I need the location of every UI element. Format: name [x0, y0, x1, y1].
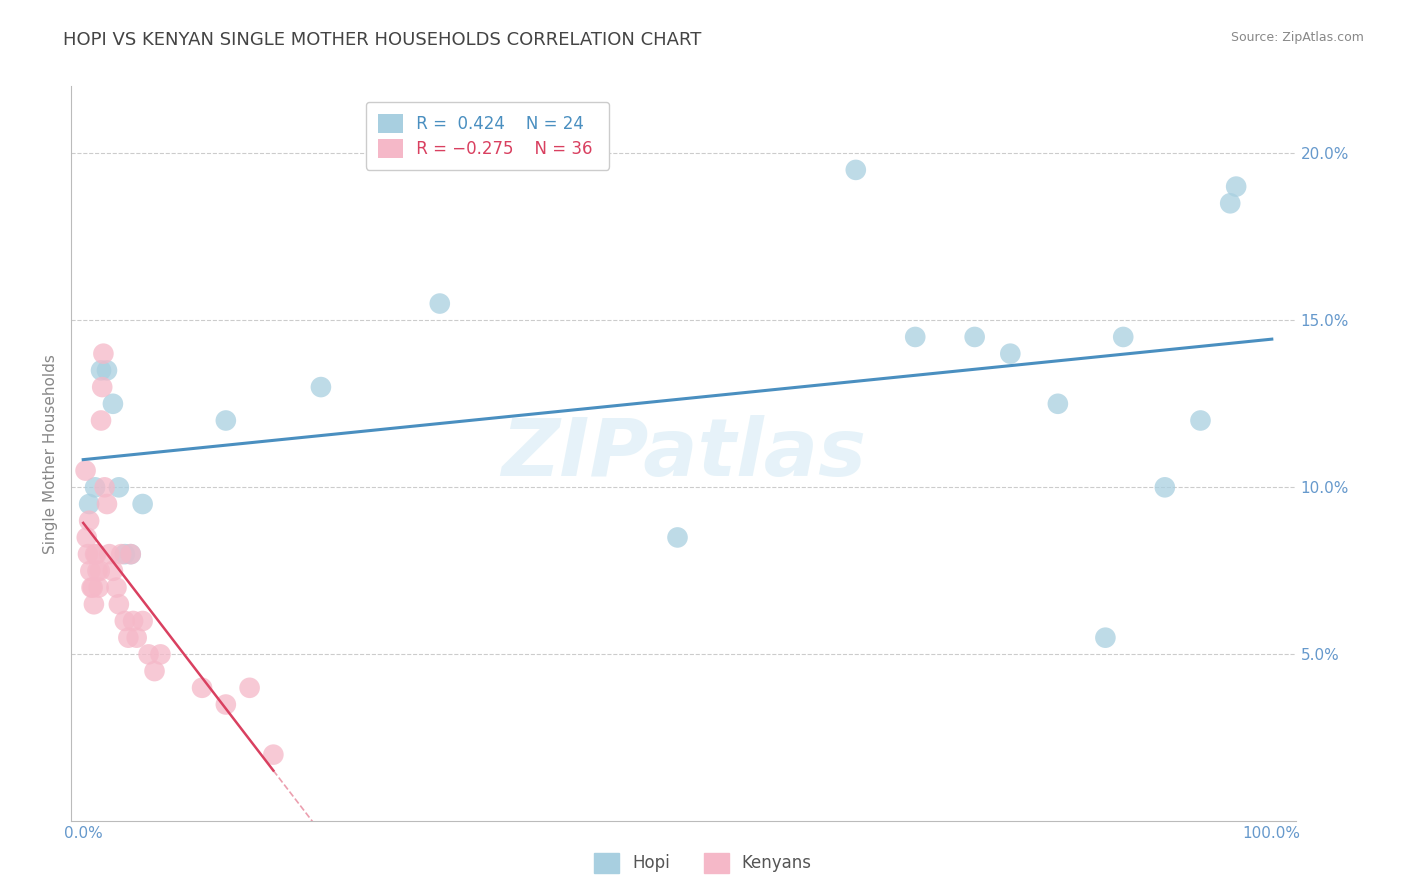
Point [84, 547, 107, 561]
Point [1000, 346, 1022, 360]
Point [1094, 631, 1116, 645]
Point [1046, 397, 1069, 411]
Point [101, 564, 124, 578]
Point [149, 648, 172, 662]
Point [86, 564, 108, 578]
Point [79, 564, 101, 578]
Point [76, 531, 98, 545]
Point [429, 296, 451, 310]
Point [1112, 330, 1135, 344]
Point [98, 547, 121, 561]
Point [215, 698, 238, 712]
Legend: Hopi, Kenyans: Hopi, Kenyans [588, 847, 818, 880]
Point [1219, 196, 1241, 211]
Point [125, 631, 148, 645]
Point [117, 631, 139, 645]
Point [138, 648, 160, 662]
Point [120, 547, 142, 561]
Point [131, 614, 153, 628]
Point [82, 581, 104, 595]
Point [845, 162, 868, 177]
Text: Source: ZipAtlas.com: Source: ZipAtlas.com [1230, 31, 1364, 45]
Point [666, 531, 689, 545]
Point [87, 581, 110, 595]
Point [84, 480, 107, 494]
Point [89, 564, 111, 578]
Point [191, 681, 214, 695]
Point [1189, 413, 1212, 427]
Point [90, 363, 112, 377]
Point [309, 380, 332, 394]
Text: ZIPatlas: ZIPatlas [501, 415, 866, 493]
Text: HOPI VS KENYAN SINGLE MOTHER HOUSEHOLDS CORRELATION CHART: HOPI VS KENYAN SINGLE MOTHER HOUSEHOLDS … [63, 31, 702, 49]
Point [143, 664, 166, 678]
Point [120, 547, 142, 561]
Point [80, 581, 103, 595]
Point [114, 614, 136, 628]
Legend:  R =  0.424    N = 24 ,  R = −0.275    N = 36 : R = 0.424 N = 24 , R = −0.275 N = 36 [366, 102, 609, 169]
Point [84, 547, 107, 561]
Point [131, 497, 153, 511]
Point [114, 547, 136, 561]
Point [93, 480, 115, 494]
Point [262, 747, 284, 762]
Point [239, 681, 262, 695]
Point [91, 380, 114, 394]
Point [215, 413, 238, 427]
Point [108, 597, 131, 611]
Point [904, 330, 927, 344]
Y-axis label: Single Mother Households: Single Mother Households [44, 354, 58, 554]
Point [105, 581, 128, 595]
Point [93, 346, 115, 360]
Point [122, 614, 145, 628]
Point [77, 547, 100, 561]
Point [77, 514, 100, 528]
Point [83, 597, 105, 611]
Point [75, 464, 97, 478]
Point [1225, 179, 1247, 194]
Point [77, 497, 100, 511]
Point [96, 363, 118, 377]
Point [101, 397, 124, 411]
Point [1153, 480, 1175, 494]
Point [96, 497, 118, 511]
Point [108, 480, 131, 494]
Point [110, 547, 132, 561]
Point [963, 330, 986, 344]
Point [90, 413, 112, 427]
